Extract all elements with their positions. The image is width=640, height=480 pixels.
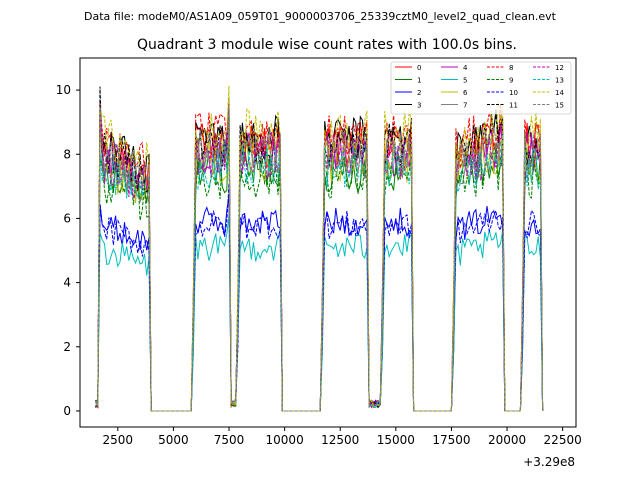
legend-label-4: 4 [463, 64, 468, 72]
series-line-14 [95, 85, 544, 412]
y-tick-label: 6 [63, 211, 71, 225]
legend-frame [390, 61, 572, 115]
series-line-8 [95, 103, 544, 412]
legend-label-15: 15 [555, 102, 564, 110]
x-tick-label: 10000 [266, 433, 304, 447]
series-line-10 [95, 183, 544, 412]
x-tick-label: 15000 [377, 433, 415, 447]
legend-label-14: 14 [555, 89, 564, 97]
chart-title: Quadrant 3 module wise count rates with … [137, 37, 517, 53]
legend-label-10: 10 [509, 89, 518, 97]
plot-lines [95, 85, 544, 412]
series-line-5 [95, 215, 544, 412]
x-tick-label: 20000 [488, 433, 526, 447]
y-axis: 0 2 4 6 8 10 [56, 83, 80, 418]
y-tick-label: 0 [63, 404, 71, 418]
legend-label-0: 0 [417, 64, 421, 72]
series-line-15 [95, 106, 544, 412]
y-tick-label: 2 [63, 340, 71, 354]
x-tick-label: 5000 [158, 433, 189, 447]
legend-label-8: 8 [509, 64, 513, 72]
y-tick-label: 8 [63, 147, 71, 161]
legend-label-9: 9 [509, 77, 513, 85]
figure-suptitle: Data file: modeM0/AS1A09_059T01_90000037… [84, 10, 557, 23]
legend-label-5: 5 [463, 77, 467, 85]
legend-label-11: 11 [509, 102, 518, 110]
y-tick-label: 4 [63, 276, 71, 290]
x-tick-label: 22500 [544, 433, 582, 447]
x-tick-label: 12500 [321, 433, 359, 447]
x-tick-label: 2500 [103, 433, 134, 447]
y-tick-label: 10 [56, 83, 71, 97]
legend-label-7: 7 [463, 102, 467, 110]
series-line-1 [95, 116, 544, 412]
series-line-12 [95, 101, 544, 412]
legend-label-3: 3 [417, 102, 421, 110]
x-axis: 2500 5000 7500 10000 12500 15000 17500 20000 225… [103, 427, 582, 447]
legend-label-1: 1 [417, 77, 421, 85]
legend-label-2: 2 [417, 89, 421, 97]
legend-label-13: 13 [555, 77, 564, 85]
x-tick-label: 7500 [214, 433, 245, 447]
legend-label-12: 12 [555, 64, 564, 72]
x-offset-label: +3.29e8 [523, 455, 575, 469]
x-tick-label: 17500 [432, 433, 470, 447]
legend-label-6: 6 [463, 89, 468, 97]
plot-frame [79, 57, 577, 428]
